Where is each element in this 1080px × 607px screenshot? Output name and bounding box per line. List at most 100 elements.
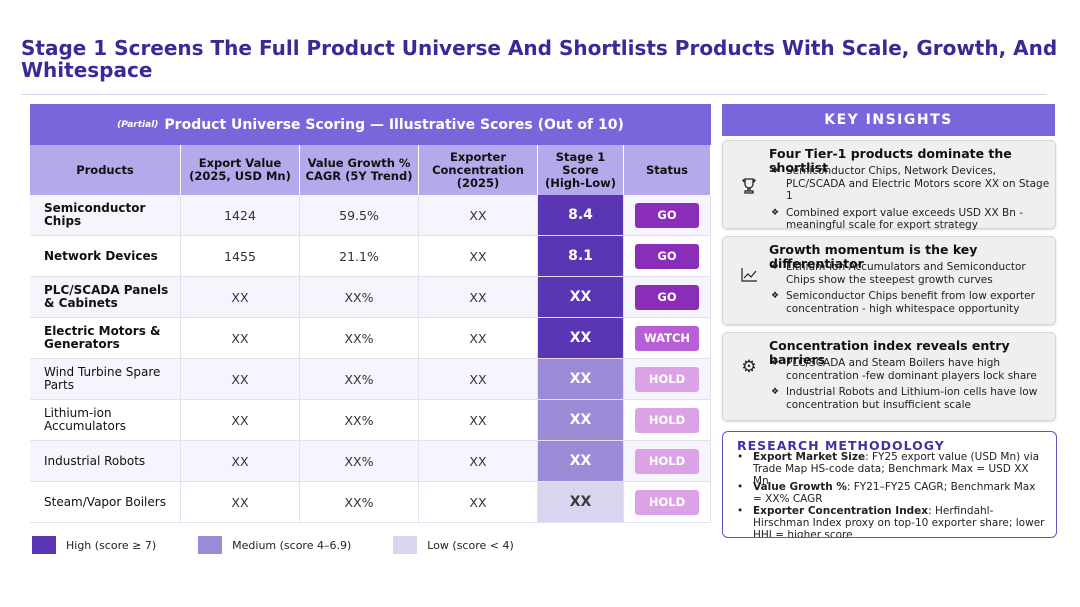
cell-product: Semiconductor Chips: [30, 195, 181, 235]
scoring-table: Products Export Value (2025, USD Mn) Val…: [30, 145, 711, 523]
cell-value-growth: XX%: [300, 482, 419, 522]
methodology-item-label: Value Growth %: [753, 481, 847, 493]
insight-bullets: Lithium-ion Accumulators and Semiconduct…: [771, 261, 1051, 319]
cell-status: HOLD: [624, 441, 711, 481]
cell-stage1-score: XX: [538, 482, 624, 522]
cell-value-growth: XX%: [300, 277, 419, 317]
key-insights-header: KEY INSIGHTS: [722, 104, 1055, 136]
cell-status: HOLD: [624, 482, 711, 522]
cell-stage1-score: 8.1: [538, 236, 624, 276]
cell-value-growth: XX%: [300, 359, 419, 399]
methodology-item-label: Exporter Concentration Index: [753, 505, 929, 517]
status-badge: HOLD: [635, 489, 699, 515]
status-badge: HOLD: [635, 366, 699, 392]
header-export-value: Export Value (2025, USD Mn): [181, 145, 300, 195]
insight-card-concentration: ⚙ Concentration index reveals entry barr…: [722, 332, 1056, 421]
cell-stage1-score: XX: [538, 318, 624, 358]
status-badge: HOLD: [635, 407, 699, 433]
cell-stage1-score: XX: [538, 441, 624, 481]
cell-value-growth: XX%: [300, 400, 419, 440]
legend-low-swatch: [393, 536, 418, 554]
cell-stage1-score: XX: [538, 359, 624, 399]
cell-status: WATCH: [624, 318, 711, 358]
header-value-growth: Value Growth % CAGR (5Y Trend): [300, 145, 419, 195]
insight-card-shortlist: Four Tier-1 products dominate the shortl…: [722, 140, 1056, 231]
header-status: Status: [624, 145, 711, 195]
gear-icon: ⚙: [741, 357, 757, 377]
cell-value-growth: 21.1%: [300, 236, 419, 276]
methodology-item: Exporter Concentration Index: Herfindahl…: [737, 505, 1047, 538]
legend-low-label: Low (score < 4): [427, 538, 514, 552]
cell-concentration: XX: [419, 441, 538, 481]
title-divider: [21, 94, 1047, 95]
insight-bullet: Industrial Robots and Lithium-ion cells …: [771, 386, 1051, 411]
cell-concentration: XX: [419, 359, 538, 399]
cell-export-value: XX: [181, 482, 300, 522]
status-badge: GO: [635, 243, 699, 269]
trend-chart-icon: [731, 237, 767, 312]
page-title: Stage 1 Screens The Full Product Univers…: [21, 36, 1058, 82]
cell-concentration: XX: [419, 195, 538, 235]
status-badge: GO: [635, 202, 699, 228]
trophy-icon: [731, 141, 767, 230]
cell-value-growth: XX%: [300, 441, 419, 481]
cell-export-value: XX: [181, 359, 300, 399]
insight-bullet: Semiconductor Chips, Network Devices, PL…: [771, 165, 1051, 203]
cell-product: Industrial Robots: [30, 441, 181, 481]
table-row: Lithium-ion Accumulators XX XX% XX XX HOLD: [30, 400, 711, 441]
table-banner-title: Product Universe Scoring — Illustrative …: [164, 116, 624, 133]
cell-concentration: XX: [419, 236, 538, 276]
status-badge: GO: [635, 284, 699, 310]
legend-high: High (score ≥ 7): [32, 536, 156, 554]
cell-status: HOLD: [624, 400, 711, 440]
table-row: Industrial Robots XX XX% XX XX HOLD: [30, 441, 711, 482]
legend-medium-label: Medium (score 4–6.9): [232, 538, 352, 552]
cell-product: PLC/SCADA Panels & Cabinets: [30, 277, 181, 317]
cell-concentration: XX: [419, 318, 538, 358]
cell-status: GO: [624, 277, 711, 317]
cell-product: Lithium-ion Accumulators: [30, 400, 181, 440]
legend-medium-swatch: [198, 536, 223, 554]
insight-bullet: Combined export value exceeds USD XX Bn …: [771, 207, 1051, 232]
insight-bullet: Lithium-ion Accumulators and Semiconduct…: [771, 261, 1051, 286]
cell-product: Wind Turbine Spare Parts: [30, 359, 181, 399]
status-badge: HOLD: [635, 448, 699, 474]
cell-product: Steam/Vapor Boilers: [30, 482, 181, 522]
insight-bullets: Semiconductor Chips, Network Devices, PL…: [771, 165, 1051, 236]
methodology-list: Export Market Size: FY25 export value (U…: [737, 451, 1047, 538]
legend-medium: Medium (score 4–6.9): [198, 536, 351, 554]
insight-bullet: Semiconductor Chips benefit from low exp…: [771, 290, 1051, 315]
cell-value-growth: XX%: [300, 318, 419, 358]
cell-status: GO: [624, 236, 711, 276]
methodology-item-text: : Herfindahl-Hirschman Index proxy on to…: [753, 505, 1045, 538]
table-row: PLC/SCADA Panels & Cabinets XX XX% XX XX GO: [30, 277, 711, 318]
methodology-item: Export Market Size: FY25 export value (U…: [737, 451, 1047, 487]
table-row: Electric Motors & Generators XX XX% XX XX WAT…: [30, 318, 711, 359]
table-banner: (Partial) Product Universe Scoring — Ill…: [30, 104, 711, 145]
cell-export-value: XX: [181, 441, 300, 481]
table-row: Steam/Vapor Boilers XX XX% XX XX HOLD: [30, 482, 711, 523]
header-stage1-score: Stage 1 Score (High-Low): [538, 145, 624, 195]
methodology-item: Value Growth %: FY21–FY25 CAGR; Benchmar…: [737, 481, 1047, 505]
cell-status: GO: [624, 195, 711, 235]
table-banner-prefix: (Partial): [117, 119, 159, 130]
table-body: Semiconductor Chips 1424 59.5% XX 8.4 GO Netwo…: [30, 195, 711, 523]
cell-status: HOLD: [624, 359, 711, 399]
cell-concentration: XX: [419, 482, 538, 522]
table-row: Network Devices 1455 21.1% XX 8.1 GO: [30, 236, 711, 277]
cell-stage1-score: XX: [538, 400, 624, 440]
cell-value-growth: 59.5%: [300, 195, 419, 235]
header-products: Products: [30, 145, 181, 195]
legend-high-label: High (score ≥ 7): [66, 538, 157, 552]
header-exporter-concentration: Exporter Concentration (2025): [419, 145, 538, 195]
table-header-row: Products Export Value (2025, USD Mn) Val…: [30, 145, 711, 195]
cell-export-value: XX: [181, 277, 300, 317]
legend-low: Low (score < 4): [393, 536, 514, 554]
score-legend: High (score ≥ 7) Medium (score 4–6.9) Lo…: [32, 536, 556, 554]
methodology-item-text: : FY25 export value (USD Mn) via Trade M…: [753, 451, 1040, 487]
insight-bullets: PLC/SCADA and Steam Boilers have high co…: [771, 357, 1051, 415]
table-row: Wind Turbine Spare Parts XX XX% XX XX HOLD: [30, 359, 711, 400]
research-methodology-box: RESEARCH METHODOLOGY Export Market Size:…: [722, 431, 1057, 538]
insight-bullet: PLC/SCADA and Steam Boilers have high co…: [771, 357, 1051, 382]
cell-stage1-score: 8.4: [538, 195, 624, 235]
